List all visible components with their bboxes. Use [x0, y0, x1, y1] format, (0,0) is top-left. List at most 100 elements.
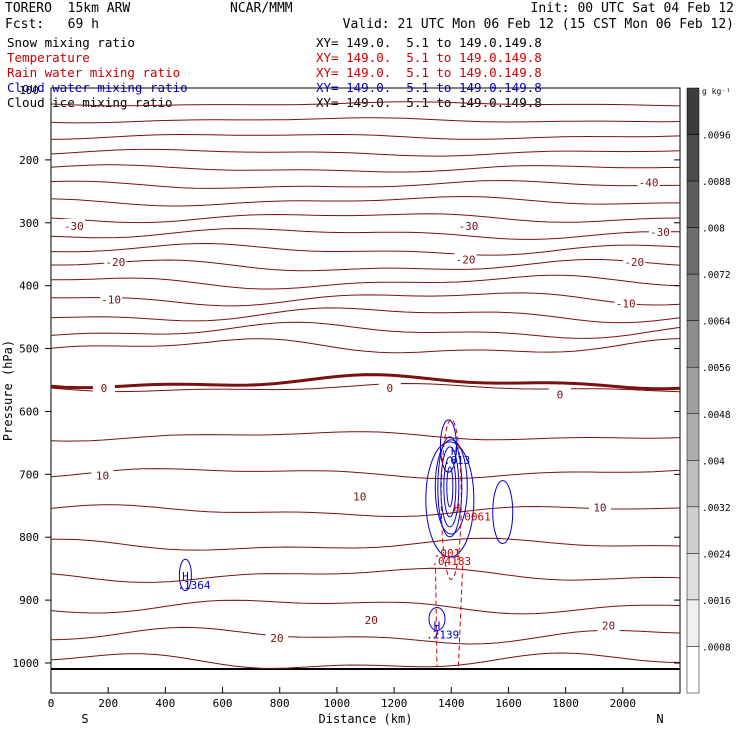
isotherm-line: [50, 321, 681, 339]
isotherm-label: -40: [639, 177, 659, 190]
isotherm-label-bg: [597, 618, 620, 632]
isotherm-line: [50, 338, 681, 354]
cloud-water-contour: [437, 436, 463, 538]
isotherm-label-bg: [648, 225, 671, 239]
isotherm-line: [50, 101, 681, 107]
colorbar-tick-label: .0008: [702, 642, 731, 653]
x-tick-label: 600: [213, 697, 233, 710]
isotherm-label-bg: [91, 468, 114, 482]
isotherm-zero-line: [50, 373, 681, 391]
isotherm-label: -10: [101, 294, 121, 307]
x-tick-label: 400: [155, 697, 175, 710]
center-title: NCAR/MMM: [230, 1, 293, 16]
colorbar-segment: [686, 180, 700, 228]
isotherm-label-bg: [92, 381, 115, 395]
y-tick-label: 400: [19, 280, 39, 293]
isotherm-label: 10: [593, 502, 606, 515]
isotherm-label: 0: [101, 382, 108, 395]
y-tick-label: 300: [19, 217, 39, 230]
y-tick-label: 200: [19, 154, 39, 167]
isotherm-label: 10: [96, 470, 109, 483]
colorbar-tick-label: .0072: [702, 270, 731, 281]
isotherm-line: [50, 382, 681, 393]
isotherm-line: [50, 626, 681, 645]
colorbar-segment: [686, 366, 700, 415]
isotherm-label: 0: [386, 382, 393, 395]
colorbar-segment: [686, 646, 700, 694]
colorbar-tick-label: .0032: [702, 503, 731, 514]
isotherm-label-bg: [614, 296, 637, 310]
isotherm-label: -20: [456, 253, 476, 266]
colorbar-tick-label: .0048: [702, 410, 731, 421]
x-tick-label: 200: [98, 697, 118, 710]
isotherm-line: [50, 213, 681, 224]
rain-water-contour: [435, 565, 464, 667]
isotherm-label: -20: [105, 256, 125, 269]
extremum-label: .2139: [426, 629, 459, 642]
y-tick-label-top: 100: [19, 84, 39, 97]
extremum-label: .613: [444, 454, 471, 467]
isotherm-label: -20: [624, 256, 644, 269]
colorbar-tick-label: .0064: [702, 317, 731, 328]
cloud-water-contour: [440, 446, 460, 528]
colorbar-segment: [686, 320, 700, 368]
extremum-label: H: [434, 619, 441, 632]
x-tick-label: 1600: [495, 697, 522, 710]
isotherm-line: [50, 117, 681, 124]
isotherm-line: [50, 227, 681, 240]
extremum-label: .04183: [431, 555, 471, 568]
x-tick-label: 800: [270, 697, 290, 710]
isotherm-line: [50, 292, 681, 307]
colorbar-segment: [686, 227, 700, 275]
colorbar-tick-label: .004: [702, 456, 725, 467]
y-axis-label: Pressure (hPa): [1, 340, 15, 441]
isotherm-line: [50, 652, 681, 669]
isotherm-label: 0: [557, 388, 564, 401]
isotherm-line: [50, 307, 681, 324]
colorbar-tick-label: .0088: [702, 177, 731, 188]
isotherm-line: [50, 599, 681, 615]
cloud-water-contour: [446, 466, 454, 508]
isotherm-line: [50, 567, 681, 583]
isotherm-label-bg: [104, 254, 127, 268]
isotherm-line: [50, 431, 681, 442]
field-xy-rain: XY= 149.0. 5.1 to 149.0.149.8: [316, 65, 542, 80]
field-name-snow: Snow mixing ratio: [7, 35, 135, 50]
y-tick-label: 700: [19, 468, 39, 481]
forecast-hour: Fcst: 69 h: [5, 17, 99, 32]
isotherm-line: [50, 504, 681, 518]
isotherm-label-bg: [265, 630, 288, 644]
isotherm-line: [50, 164, 681, 173]
plot-frame: [50, 87, 681, 694]
isotherm-label-bg: [454, 252, 477, 266]
isotherm-line: [50, 468, 681, 480]
colorbar-segment: [686, 553, 700, 601]
x-tick-label: 1200: [381, 697, 408, 710]
isotherm-label: 20: [602, 619, 615, 632]
colorbar-tick-label: .0016: [702, 596, 731, 607]
cloud-water-contour: [425, 441, 475, 558]
y-tick-label: 600: [19, 405, 39, 418]
x-tick-label: 1400: [438, 697, 465, 710]
y-tick-label: 800: [19, 531, 39, 544]
isotherm-line: [51, 274, 681, 290]
x-tick-label: 2000: [610, 697, 637, 710]
extremum-label: H: [454, 502, 461, 515]
extremum-label: .001: [434, 547, 461, 560]
endpoint-left: S: [81, 712, 88, 726]
colorbar-segment: [686, 87, 700, 135]
colorbar-tick-label: .0056: [702, 363, 731, 374]
valid-time: Valid: 21 UTC Mon 06 Feb 12 (15 CST Mon …: [342, 17, 734, 32]
x-axis-label: Distance (km): [319, 712, 413, 726]
isotherm-label-bg: [623, 254, 646, 268]
cloud-water-contour: [443, 456, 457, 518]
isotherm-label: 20: [365, 614, 378, 627]
field-xy-temperature: XY= 149.0. 5.1 to 149.0.149.8: [316, 50, 542, 65]
extremum-label: .1364: [177, 579, 210, 592]
isotherm-label: 20: [270, 632, 283, 645]
isotherm-label-bg: [100, 292, 123, 306]
isotherm-label-bg: [378, 381, 401, 395]
cloud-water-contour: [178, 558, 192, 592]
isotherm-line: [50, 196, 680, 207]
